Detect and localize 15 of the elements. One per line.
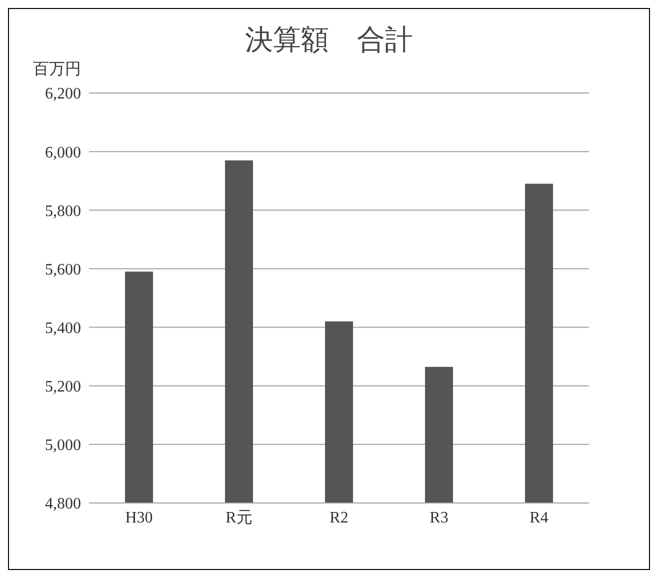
x-tick-label: R4 (530, 509, 548, 526)
y-tick-label: 6,200 (45, 86, 81, 103)
y-tick-label: 5,200 (45, 378, 81, 396)
y-tick-label: 6,000 (45, 144, 81, 162)
x-tick-label: R3 (430, 509, 448, 526)
y-tick-label: 5,800 (45, 202, 81, 220)
chart-title: 決算額 合計 (244, 24, 414, 57)
y-tick-label: 5,400 (45, 320, 81, 337)
y-tick-label: 5,000 (45, 437, 81, 454)
x-tick-label: H30 (125, 509, 153, 526)
y-tick-label: 4,800 (45, 496, 81, 513)
x-tick-label: R2 (330, 509, 348, 526)
y-tick-label: 5,600 (45, 261, 81, 278)
y-axis-title: 百万円 (33, 60, 81, 80)
x-tick-label: R元 (226, 509, 252, 526)
